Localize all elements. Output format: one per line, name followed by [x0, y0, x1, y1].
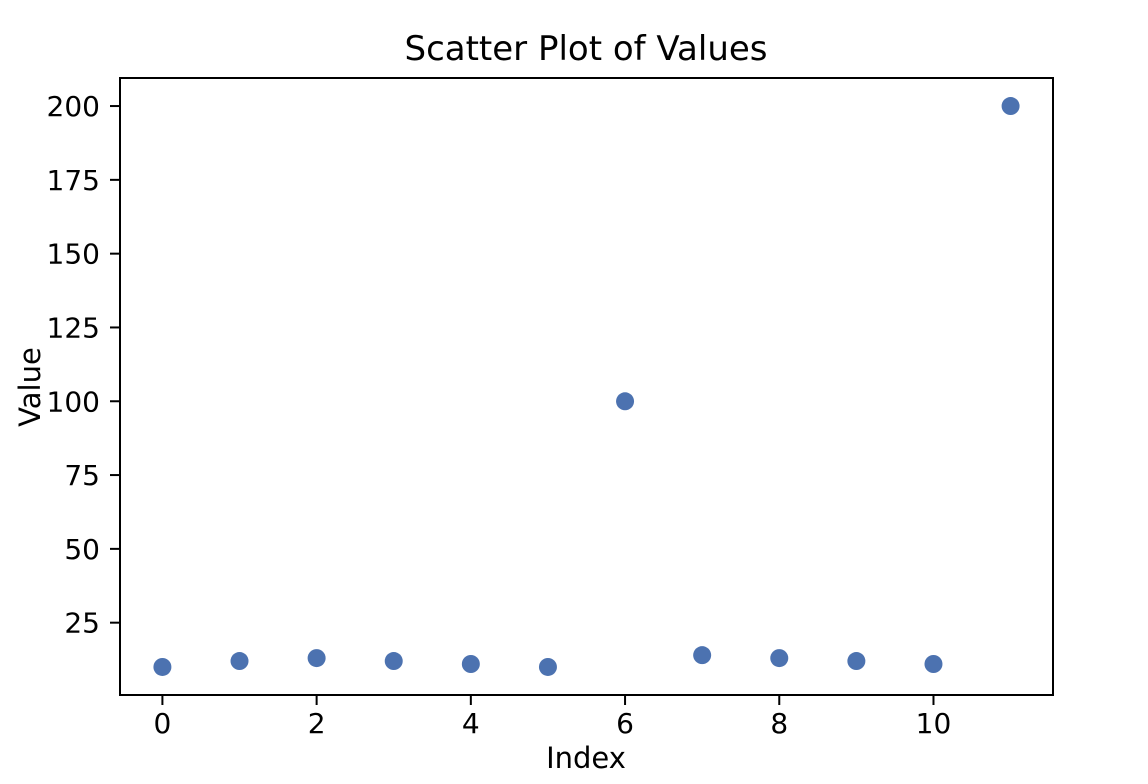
- y-axis-label: Value: [13, 347, 47, 427]
- y-tick-label: 100: [47, 385, 100, 418]
- x-tick-label: 8: [770, 707, 788, 740]
- scatter-point: [538, 657, 557, 676]
- x-tick-label: 6: [616, 707, 634, 740]
- y-tick-label: 50: [64, 533, 100, 566]
- scatter-point: [616, 392, 635, 411]
- y-tick-label: 25: [64, 607, 100, 640]
- scatter-point: [770, 649, 789, 668]
- scatter-point: [847, 652, 866, 671]
- scatter-point: [693, 646, 712, 665]
- chart-title: Scatter Plot of Values: [404, 29, 767, 69]
- scatter-point: [307, 649, 326, 668]
- scatter-point: [1001, 97, 1020, 116]
- y-tick-label: 175: [47, 164, 100, 197]
- scatter-point: [461, 655, 480, 674]
- x-tick-label: 0: [153, 707, 171, 740]
- x-tick-label: 4: [462, 707, 480, 740]
- x-axis-label: Index: [546, 741, 626, 775]
- y-tick-label: 200: [47, 90, 100, 123]
- x-tick-label: 10: [916, 707, 952, 740]
- x-tick-label: 2: [308, 707, 326, 740]
- y-tick-label: 125: [47, 311, 100, 344]
- y-tick-label: 150: [47, 238, 100, 271]
- scatter-point: [153, 657, 172, 676]
- scatter-point: [924, 655, 943, 674]
- plot-area: 0 2 4 6 8 10 25 50 75 100 125 150 175 200: [47, 77, 1054, 740]
- scatter-point: [384, 652, 403, 671]
- y-tick-label: 75: [64, 459, 100, 492]
- axes-spines: [119, 77, 1054, 696]
- scatter-point: [230, 652, 249, 671]
